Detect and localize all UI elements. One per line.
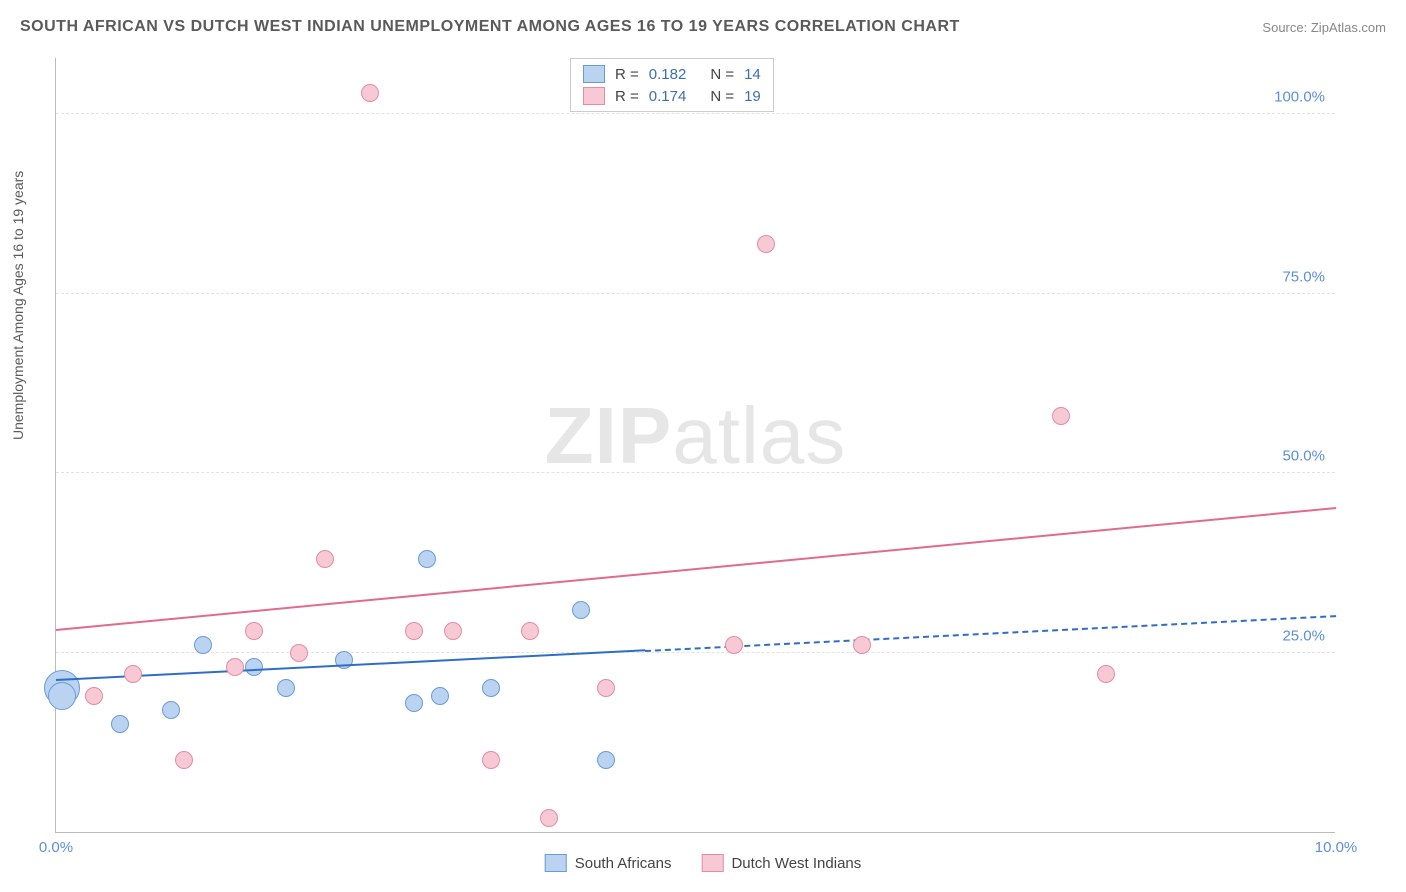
data-point-dutch_west_indians [853, 636, 871, 654]
data-point-dutch_west_indians [1052, 407, 1070, 425]
y-tick-label: 75.0% [1282, 268, 1325, 285]
data-point-south_africans [405, 694, 423, 712]
n-value-2: 19 [744, 88, 761, 105]
data-point-south_africans [597, 751, 615, 769]
watermark: ZIPatlas [545, 390, 846, 482]
legend-row-series-2: R = 0.174 N = 19 [571, 85, 773, 107]
series-1-label: South Africans [575, 855, 672, 872]
data-point-south_africans [418, 550, 436, 568]
gridline [56, 113, 1335, 114]
source-label: Source: [1262, 20, 1307, 35]
x-tick-label: 10.0% [1315, 839, 1358, 856]
trend-line [56, 507, 1336, 631]
n-value-1: 14 [744, 66, 761, 83]
data-point-south_africans [482, 679, 500, 697]
data-point-south_africans [162, 701, 180, 719]
r-label: R = [615, 88, 639, 105]
swatch-series-1 [583, 65, 605, 83]
n-label: N = [710, 88, 734, 105]
data-point-dutch_west_indians [482, 751, 500, 769]
data-point-south_africans [48, 682, 76, 710]
gridline [56, 472, 1335, 473]
series-2-label: Dutch West Indians [731, 855, 861, 872]
data-point-dutch_west_indians [757, 235, 775, 253]
data-point-dutch_west_indians [597, 679, 615, 697]
data-point-south_africans [245, 658, 263, 676]
legend-item-series-1: South Africans [545, 854, 672, 872]
swatch-series-2 [701, 854, 723, 872]
data-point-dutch_west_indians [725, 636, 743, 654]
y-axis-label: Unemployment Among Ages 16 to 19 years [10, 171, 26, 440]
r-label: R = [615, 66, 639, 83]
data-point-dutch_west_indians [521, 622, 539, 640]
data-point-dutch_west_indians [175, 751, 193, 769]
x-tick-label: 0.0% [39, 839, 73, 856]
data-point-south_africans [194, 636, 212, 654]
r-value-2: 0.174 [649, 88, 687, 105]
data-point-dutch_west_indians [245, 622, 263, 640]
gridline [56, 652, 1335, 653]
data-point-dutch_west_indians [226, 658, 244, 676]
data-point-dutch_west_indians [316, 550, 334, 568]
series-legend: South Africans Dutch West Indians [545, 854, 862, 872]
data-point-dutch_west_indians [85, 687, 103, 705]
swatch-series-1 [545, 854, 567, 872]
data-point-dutch_west_indians [405, 622, 423, 640]
trend-line [645, 615, 1336, 652]
watermark-bold: ZIP [545, 391, 672, 480]
data-point-dutch_west_indians [1097, 665, 1115, 683]
correlation-legend: R = 0.182 N = 14 R = 0.174 N = 19 [570, 58, 774, 112]
chart-title: SOUTH AFRICAN VS DUTCH WEST INDIAN UNEMP… [20, 18, 960, 36]
swatch-series-2 [583, 87, 605, 105]
data-point-south_africans [111, 715, 129, 733]
chart-plot-area: ZIPatlas 25.0%50.0%75.0%100.0%0.0%10.0% [55, 58, 1335, 833]
data-point-south_africans [277, 679, 295, 697]
gridline [56, 293, 1335, 294]
legend-row-series-1: R = 0.182 N = 14 [571, 63, 773, 85]
legend-item-series-2: Dutch West Indians [701, 854, 861, 872]
data-point-dutch_west_indians [444, 622, 462, 640]
data-point-dutch_west_indians [290, 644, 308, 662]
source-site: ZipAtlas.com [1311, 20, 1386, 35]
n-label: N = [710, 66, 734, 83]
y-tick-label: 50.0% [1282, 448, 1325, 465]
data-point-dutch_west_indians [540, 809, 558, 827]
source-attribution: Source: ZipAtlas.com [1262, 20, 1386, 35]
data-point-dutch_west_indians [124, 665, 142, 683]
watermark-rest: atlas [672, 391, 846, 480]
y-tick-label: 100.0% [1274, 89, 1325, 106]
r-value-1: 0.182 [649, 66, 687, 83]
data-point-south_africans [431, 687, 449, 705]
y-tick-label: 25.0% [1282, 627, 1325, 644]
data-point-dutch_west_indians [361, 84, 379, 102]
data-point-south_africans [572, 601, 590, 619]
